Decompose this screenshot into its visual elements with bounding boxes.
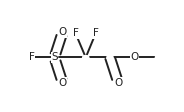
Text: O: O: [59, 27, 67, 37]
Text: F: F: [29, 52, 35, 62]
Circle shape: [155, 56, 162, 59]
Text: O: O: [130, 52, 139, 62]
Circle shape: [83, 56, 89, 59]
Text: F: F: [72, 28, 78, 38]
Text: O: O: [59, 78, 67, 88]
Text: S: S: [51, 52, 58, 62]
Circle shape: [107, 56, 113, 59]
Text: O: O: [114, 78, 122, 88]
Text: F: F: [93, 28, 99, 38]
